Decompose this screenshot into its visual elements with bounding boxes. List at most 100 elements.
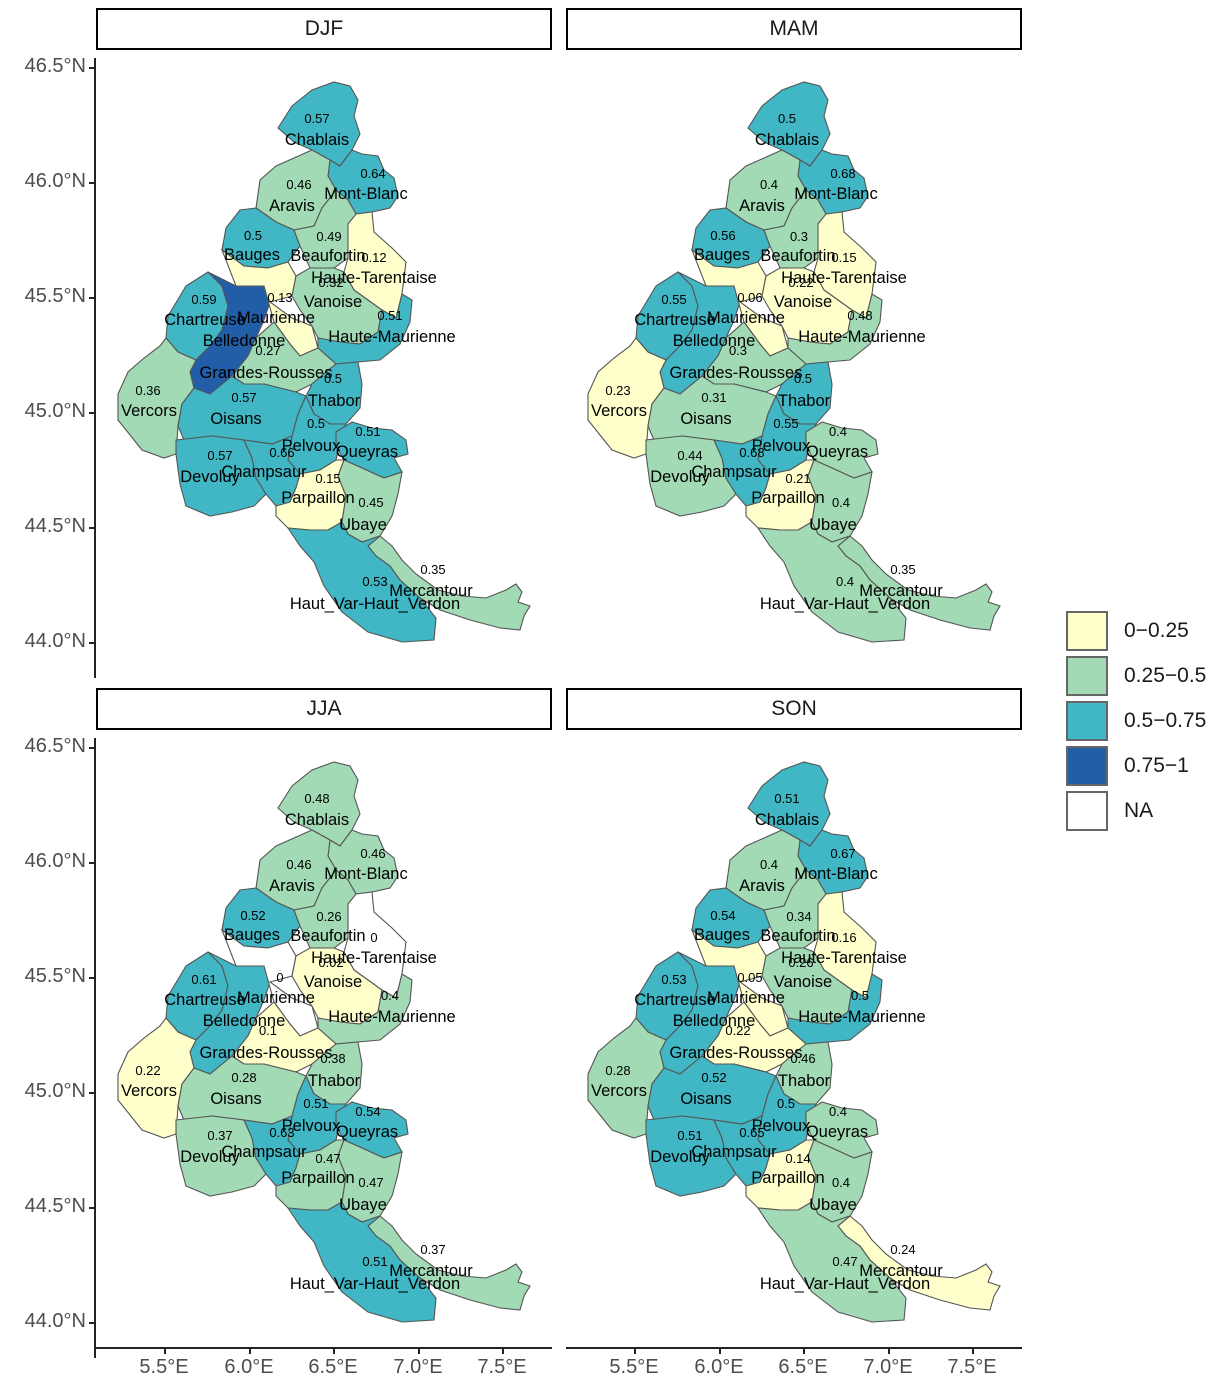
region-haute-maurienne bbox=[317, 293, 413, 365]
region-value-parpaillon: 0.15 bbox=[315, 471, 340, 486]
region-value-haut-var-haut-verdon: 0.53 bbox=[362, 574, 387, 589]
region-name-belledonne: Belledonne bbox=[203, 332, 286, 350]
x-tick-label: 7.0°E bbox=[393, 1356, 443, 1378]
region-name-aravis: Aravis bbox=[739, 877, 785, 895]
region-name-vercors: Vercors bbox=[591, 1082, 647, 1100]
y-tick-label: 44.5°N bbox=[24, 1195, 86, 1217]
region-value-queyras: 0.4 bbox=[829, 1104, 847, 1119]
region-name-champsaur: Champsaur bbox=[221, 1143, 307, 1161]
region-name-devoluy: Devoluy bbox=[650, 468, 710, 486]
region-mercantour bbox=[367, 1215, 531, 1311]
region-grandes-rousses bbox=[701, 1001, 807, 1073]
region-name-chartreuse: Chartreuse bbox=[164, 991, 246, 1009]
region-mont-blanc bbox=[327, 149, 399, 215]
y-tick bbox=[89, 527, 95, 529]
region-vanoise bbox=[291, 267, 383, 345]
region-value-aravis: 0.4 bbox=[760, 177, 778, 192]
x-tick bbox=[719, 1348, 721, 1354]
region-name-chablais: Chablais bbox=[285, 131, 349, 149]
region-champsaur bbox=[243, 1115, 301, 1187]
region-value-ubaye: 0.45 bbox=[358, 495, 383, 510]
y-axis-line bbox=[94, 58, 96, 678]
region-value-champsaur: 0.63 bbox=[269, 1125, 294, 1140]
region-bauges bbox=[691, 207, 771, 269]
region-pelvoux bbox=[287, 1074, 347, 1155]
region-name-parpaillon: Parpaillon bbox=[751, 489, 824, 507]
region-value-beaufortin: 0.34 bbox=[786, 909, 811, 924]
region-name-champsaur: Champsaur bbox=[221, 463, 307, 481]
y-tick-label: 44.0°N bbox=[24, 630, 86, 652]
region-beaufortin bbox=[293, 869, 357, 949]
region-bauges bbox=[221, 207, 301, 269]
y-tick bbox=[89, 182, 95, 184]
region-name-queyras: Queyras bbox=[336, 1123, 398, 1141]
region-value-vercors: 0.22 bbox=[135, 1063, 160, 1078]
x-tick-label: 6.0°E bbox=[694, 1356, 744, 1378]
region-name-vercors: Vercors bbox=[591, 402, 647, 420]
region-thabor bbox=[775, 1041, 833, 1105]
region-value-mont-blanc: 0.46 bbox=[360, 846, 385, 861]
region-value-vercors: 0.28 bbox=[605, 1063, 630, 1078]
region-chartreuse bbox=[165, 271, 229, 361]
region-bauges bbox=[691, 887, 771, 949]
region-belledonne bbox=[189, 271, 271, 395]
region-thabor bbox=[305, 361, 363, 425]
region-value-haute-maurienne: 0.48 bbox=[847, 308, 872, 323]
x-tick bbox=[502, 1348, 504, 1354]
y-tick-label: 45.5°N bbox=[24, 965, 86, 987]
region-value-haut-var-haut-verdon: 0.47 bbox=[832, 1254, 857, 1269]
region-mercantour bbox=[837, 535, 1001, 631]
region-name-chartreuse: Chartreuse bbox=[634, 991, 716, 1009]
region-chablais bbox=[747, 761, 831, 847]
legend-swatch bbox=[1066, 791, 1108, 831]
region-belledonne bbox=[659, 951, 741, 1075]
region-value-queyras: 0.51 bbox=[355, 424, 380, 439]
region-name-devoluy: Devoluy bbox=[180, 1148, 240, 1166]
region-value-haute-maurienne: 0.5 bbox=[851, 988, 869, 1003]
legend-label: 0−0.25 bbox=[1124, 619, 1189, 642]
region-name-thabor: Thabor bbox=[778, 1072, 831, 1090]
region-maurienne bbox=[220, 928, 319, 1037]
region-name-oisans: Oisans bbox=[210, 410, 261, 428]
legend-item: 0.5−0.75 bbox=[1066, 699, 1226, 743]
x-tick bbox=[888, 1348, 890, 1354]
region-name-aravis: Aravis bbox=[739, 197, 785, 215]
region-ubaye bbox=[807, 1139, 873, 1223]
x-tick-label: 5.5°E bbox=[139, 1356, 189, 1378]
region-value-bauges: 0.52 bbox=[240, 908, 265, 923]
region-name-ubaye: Ubaye bbox=[339, 516, 387, 534]
region-bauges bbox=[221, 887, 301, 949]
region-value-haute-tarentaise: 0 bbox=[370, 930, 377, 945]
region-belledonne bbox=[189, 951, 271, 1075]
region-value-champsaur: 0.66 bbox=[269, 445, 294, 460]
region-value-devoluy: 0.51 bbox=[677, 1128, 702, 1143]
region-name-beaufortin: Beaufortin bbox=[760, 927, 835, 945]
region-name-vercors: Vercors bbox=[121, 1082, 177, 1100]
region-value-chartreuse: 0.53 bbox=[661, 972, 686, 987]
facet-title: DJF bbox=[304, 17, 344, 40]
x-tick-label: 6.5°E bbox=[308, 1356, 358, 1378]
region-name-queyras: Queyras bbox=[806, 1123, 868, 1141]
x-tick bbox=[418, 1348, 420, 1354]
region-value-mercantour: 0.35 bbox=[420, 562, 445, 577]
region-thabor bbox=[775, 361, 833, 425]
y-tick bbox=[89, 862, 95, 864]
region-value-grandes-rousses: 0.27 bbox=[255, 343, 280, 358]
region-belledonne bbox=[659, 271, 741, 395]
region-ubaye bbox=[337, 1139, 403, 1223]
region-champsaur bbox=[713, 1115, 771, 1187]
region-name-belledonne: Belledonne bbox=[203, 1012, 286, 1030]
facet-strip-djf: DJF bbox=[96, 8, 552, 50]
region-value-aravis: 0.4 bbox=[760, 857, 778, 872]
legend-swatch bbox=[1066, 611, 1108, 651]
region-haut-var-haut-verdon bbox=[286, 521, 437, 643]
region-name-aravis: Aravis bbox=[269, 197, 315, 215]
region-grandes-rousses bbox=[231, 321, 337, 393]
x-tick-label: 5.5°E bbox=[609, 1356, 659, 1378]
region-name-mercantour: Mercantour bbox=[389, 582, 473, 600]
region-value-devoluy: 0.37 bbox=[207, 1128, 232, 1143]
y-tick bbox=[89, 1092, 95, 1094]
region-value-pelvoux: 0.5 bbox=[777, 1096, 795, 1111]
region-mont-blanc bbox=[797, 149, 869, 215]
region-name-bauges: Bauges bbox=[224, 246, 280, 264]
